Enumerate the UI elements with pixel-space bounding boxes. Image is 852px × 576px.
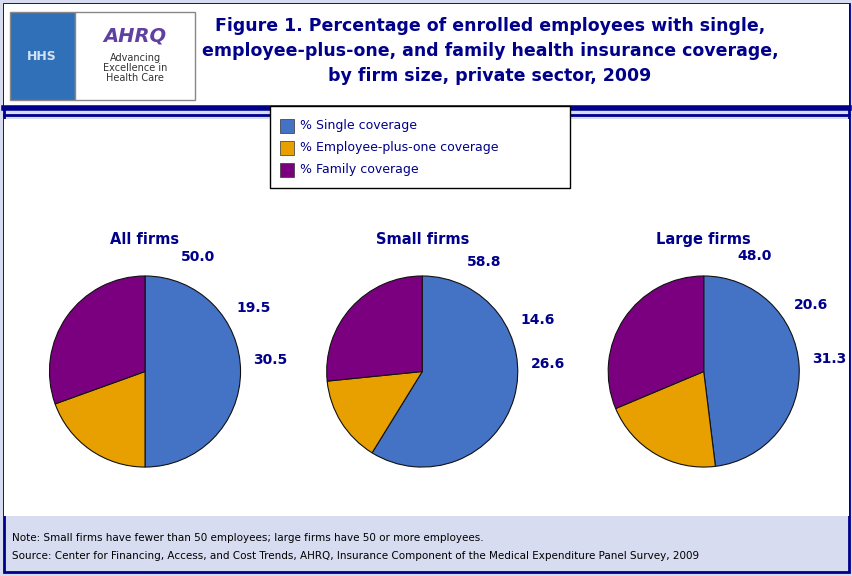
Wedge shape [607,276,703,408]
Text: 50.0: 50.0 [181,250,216,264]
Wedge shape [615,372,715,467]
Text: 58.8: 58.8 [466,255,501,268]
Text: % Employee-plus-one coverage: % Employee-plus-one coverage [300,142,498,154]
Title: Large firms: Large firms [655,232,751,247]
Text: by firm size, private sector, 2009: by firm size, private sector, 2009 [328,67,651,85]
Wedge shape [326,276,422,381]
Bar [279,163,294,177]
Text: 19.5: 19.5 [237,301,271,315]
Bar [75,12,195,100]
Bar [279,141,294,155]
Text: 26.6: 26.6 [531,357,565,372]
Title: Small firms: Small firms [375,232,469,247]
Text: Figure 1. Percentage of enrolled employees with single,: Figure 1. Percentage of enrolled employe… [215,17,764,35]
Text: 14.6: 14.6 [520,313,554,327]
Wedge shape [371,276,517,467]
Text: 30.5: 30.5 [253,353,287,367]
Text: % Family coverage: % Family coverage [300,164,418,176]
Bar [4,4,848,108]
Bar [279,119,294,133]
Text: Excellence in: Excellence in [103,63,167,73]
Text: 20.6: 20.6 [793,298,827,312]
Text: 48.0: 48.0 [737,249,771,263]
Wedge shape [49,276,145,404]
Text: employee-plus-one, and family health insurance coverage,: employee-plus-one, and family health ins… [201,42,777,60]
Wedge shape [327,372,422,453]
Text: Health Care: Health Care [106,73,164,83]
Text: % Single coverage: % Single coverage [300,119,417,132]
Bar [270,106,569,188]
Text: 31.3: 31.3 [811,352,845,366]
Text: Advancing: Advancing [109,53,160,63]
Wedge shape [145,276,240,467]
Bar [10,12,75,100]
Text: Note: Small firms have fewer than 50 employees; large firms have 50 or more empl: Note: Small firms have fewer than 50 emp… [12,533,483,543]
Bar [4,119,848,516]
Text: AHRQ: AHRQ [103,26,166,46]
Text: Source: Center for Financing, Access, and Cost Trends, AHRQ, Insurance Component: Source: Center for Financing, Access, an… [12,551,699,561]
Wedge shape [703,276,798,467]
Title: All firms: All firms [110,232,180,247]
Text: HHS: HHS [27,50,57,63]
Wedge shape [55,372,145,467]
